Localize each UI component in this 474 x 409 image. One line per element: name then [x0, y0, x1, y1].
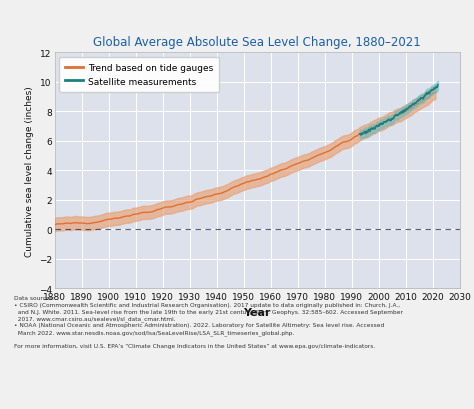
- Legend: Trend based on tide gauges, Satellite measurements: Trend based on tide gauges, Satellite me…: [59, 58, 219, 93]
- Text: Data sources:
• CSIRO (Commonwealth Scientific and Industrial Research Organisat: Data sources: • CSIRO (Commonwealth Scie…: [14, 296, 403, 348]
- Y-axis label: Cumulative sea level change (inches): Cumulative sea level change (inches): [26, 85, 35, 256]
- Title: Global Average Absolute Sea Level Change, 1880–2021: Global Average Absolute Sea Level Change…: [93, 36, 421, 49]
- X-axis label: Year: Year: [243, 307, 271, 317]
